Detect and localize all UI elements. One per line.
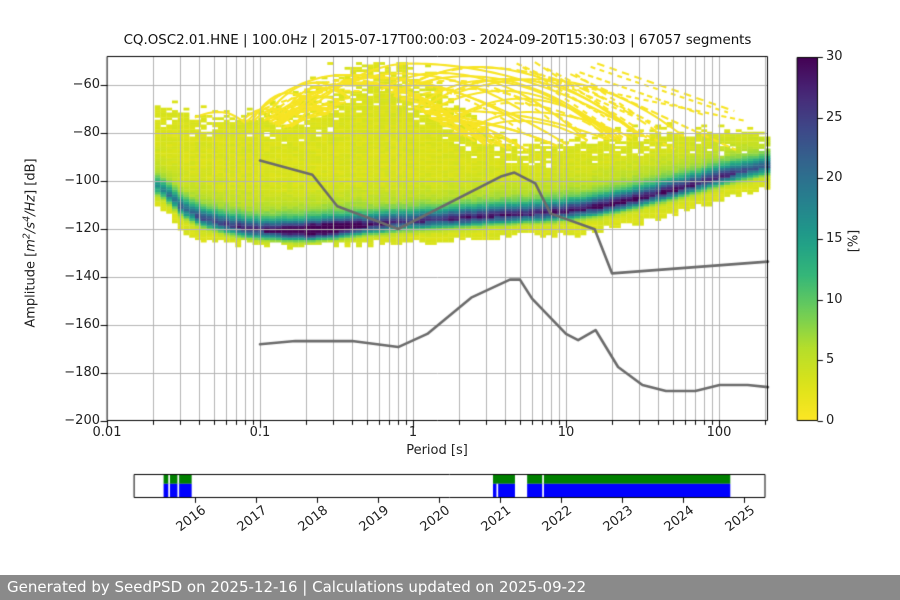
y-tick-label: −140	[64, 269, 100, 284]
y-tick-label: −180	[64, 365, 100, 380]
y-tick-label: −80	[72, 125, 100, 140]
footer-bar: Generated by SeedPSD on 2025-12-16 | Cal…	[0, 575, 900, 600]
y-tick-label: −200	[64, 413, 100, 428]
colorbar-tick-label: 30	[826, 49, 843, 64]
colorbar-tick-label: 5	[826, 352, 835, 368]
colorbar-tick-label: 20	[826, 170, 843, 186]
y-tick-label: −100	[64, 173, 100, 188]
y-axis-label: Amplitude [m2/s4/Hz] [dB]	[21, 158, 39, 328]
plot-title: CQ.OSC2.01.HNE | 100.0Hz | 2015-07-17T00…	[123, 33, 752, 48]
x-tick-label: 0.1	[249, 425, 271, 440]
x-tick-label: 10	[557, 425, 575, 440]
x-axis-label: Period [s]	[406, 443, 468, 458]
x-tick-label: 100	[706, 425, 732, 440]
x-tick-label: 0.01	[92, 425, 122, 440]
y-tick-label: −160	[64, 317, 100, 332]
footer-text: Generated by SeedPSD on 2025-12-16 | Cal…	[7, 578, 587, 596]
y-tick-label: −60	[72, 77, 100, 92]
x-tick-label: 1	[408, 425, 418, 440]
y-tick-label: −120	[64, 221, 100, 236]
colorbar-tick-label: 10	[826, 291, 843, 307]
colorbar-tick-label: 25	[826, 109, 843, 125]
ppsd-plot-canvas	[0, 0, 900, 560]
colorbar-tick-label: 0	[826, 413, 835, 428]
colorbar-unit-label: [%]	[846, 229, 862, 253]
colorbar-tick-label: 15	[826, 231, 843, 246]
